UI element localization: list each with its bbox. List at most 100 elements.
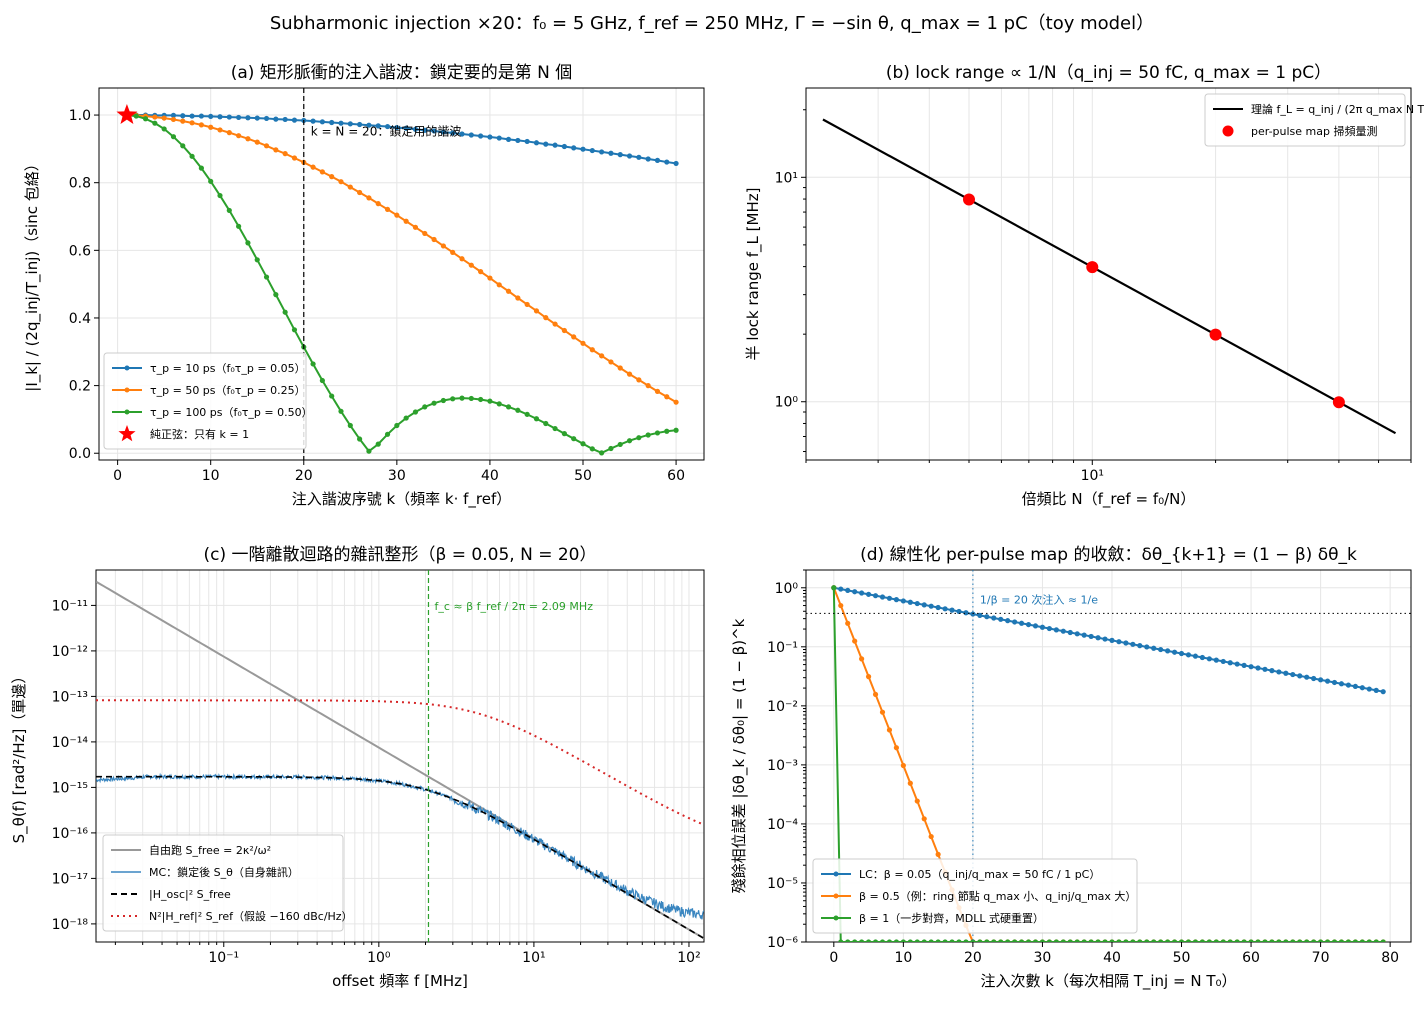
data-point xyxy=(984,939,990,942)
data-point xyxy=(845,620,851,626)
data-point xyxy=(1304,939,1310,942)
cutoff-annotation: f_c ≈ β f_ref / 2π = 2.09 MHz xyxy=(434,600,593,613)
measured-point xyxy=(1332,396,1345,409)
data-point xyxy=(1088,939,1094,942)
data-point xyxy=(626,371,633,377)
panel-title: (d) 線性化 per-pulse map 的收斂：δθ_{k+1} = (1 … xyxy=(860,545,1357,565)
data-point xyxy=(217,192,223,199)
data-point xyxy=(440,129,446,135)
data-point xyxy=(1241,939,1247,942)
data-point xyxy=(347,121,353,127)
x-tick-label: 40 xyxy=(1103,950,1121,966)
data-point xyxy=(431,128,437,134)
data-point xyxy=(1158,646,1164,653)
data-point xyxy=(928,833,934,840)
data-point xyxy=(654,430,661,436)
y-tick-label: 10⁻¹⁵ xyxy=(52,780,88,796)
y-tick-label: 10⁻³ xyxy=(767,758,798,774)
data-point xyxy=(1206,656,1212,662)
data-point xyxy=(533,416,540,422)
data-point xyxy=(1255,939,1261,942)
data-point xyxy=(921,816,927,822)
data-point xyxy=(273,292,279,298)
y-axis-label: |I_k| / (2q_inj/T_inj)（sinc 包絡） xyxy=(23,156,42,391)
data-point xyxy=(599,353,605,359)
data-point xyxy=(142,116,149,122)
legend-marker xyxy=(124,387,130,393)
data-point xyxy=(1199,939,1205,942)
measured-point xyxy=(1209,328,1222,341)
data-point xyxy=(412,126,419,132)
data-point xyxy=(459,256,465,262)
data-point xyxy=(1060,628,1066,634)
data-point xyxy=(977,612,983,618)
measured-point xyxy=(962,193,975,206)
data-point xyxy=(403,415,409,421)
data-point xyxy=(900,939,906,942)
data-point xyxy=(617,441,623,448)
series-line xyxy=(126,114,677,165)
data-point xyxy=(1324,939,1331,942)
data-point xyxy=(496,401,502,407)
data-point xyxy=(1185,939,1192,942)
data-point xyxy=(1102,636,1108,642)
data-point xyxy=(1359,685,1365,691)
data-point xyxy=(1290,671,1296,678)
x-axis-label: 倍頻比 N（f_ref = f₀/N） xyxy=(1022,490,1196,509)
pure-sine-star-marker xyxy=(116,104,138,124)
data-point xyxy=(310,118,316,124)
x-tick-label: 0 xyxy=(829,950,838,966)
x-tick-label: 80 xyxy=(1381,950,1399,966)
data-point xyxy=(664,428,670,434)
data-point xyxy=(226,130,232,136)
data-point xyxy=(533,308,540,314)
data-point xyxy=(1276,669,1282,675)
data-point xyxy=(236,133,242,139)
data-point xyxy=(852,939,858,942)
data-point xyxy=(366,122,372,128)
legend-label: 純正弦：只有 k = 1 xyxy=(150,427,249,441)
data-point xyxy=(608,445,614,452)
y-tick-label: 10⁻⁵ xyxy=(767,876,798,892)
legend-label: τ_p = 10 ps（f₀τ_p = 0.05） xyxy=(150,362,306,375)
data-point xyxy=(561,431,567,437)
data-point xyxy=(1345,939,1352,942)
data-point xyxy=(626,438,633,444)
data-point xyxy=(1137,939,1143,942)
y-tick-label: 10⁻⁴ xyxy=(767,817,798,833)
data-point xyxy=(217,127,223,133)
data-point xyxy=(133,113,139,119)
data-point xyxy=(608,150,614,156)
data-point xyxy=(1290,939,1296,942)
data-point xyxy=(450,249,456,255)
data-point xyxy=(673,399,679,405)
data-point xyxy=(254,115,260,121)
x-axis-label: 注入次數 k（每次相隔 T_inj = N T₀） xyxy=(981,972,1237,991)
data-point xyxy=(1123,640,1129,646)
data-point xyxy=(236,114,242,121)
data-point xyxy=(152,114,158,120)
data-point xyxy=(1255,665,1261,671)
data-point xyxy=(886,727,893,733)
data-point xyxy=(515,137,521,144)
data-point xyxy=(310,361,316,367)
data-point xyxy=(1345,682,1352,688)
data-point xyxy=(1317,677,1324,683)
data-point xyxy=(831,585,837,591)
theory-line xyxy=(822,118,1397,435)
data-point xyxy=(1185,652,1192,658)
x-tick-label: 20 xyxy=(295,468,313,484)
data-point xyxy=(998,616,1004,622)
data-point xyxy=(505,136,512,143)
legend-label: MC：鎖定後 S_θ（自身雜訊） xyxy=(149,865,299,879)
data-point xyxy=(161,126,167,132)
legend-marker xyxy=(833,915,839,921)
data-point xyxy=(914,798,920,804)
data-point xyxy=(1192,653,1199,659)
data-point xyxy=(384,206,391,213)
legend-marker xyxy=(124,409,130,415)
data-point xyxy=(1012,619,1018,625)
data-point xyxy=(450,396,456,402)
data-point xyxy=(208,178,214,184)
